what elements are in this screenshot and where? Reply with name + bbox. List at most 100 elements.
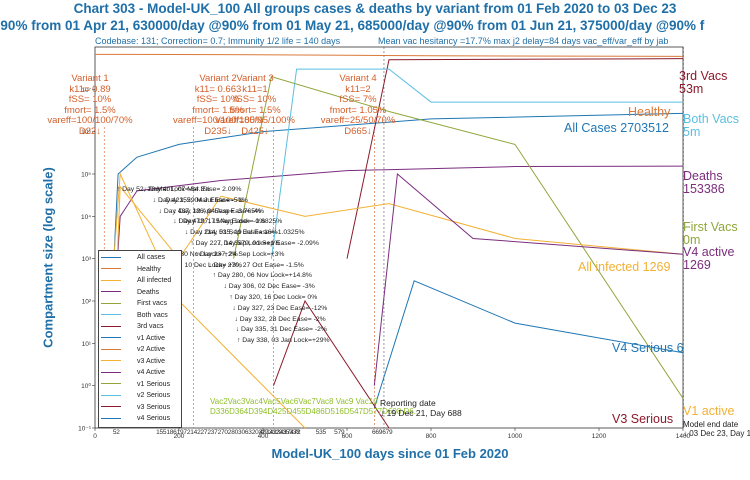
legend-label: v3 Active: [137, 357, 166, 365]
variant-day: D235↓: [204, 125, 232, 137]
end-label-v3serious: V3 Serious: [612, 412, 674, 426]
variant-header: Variant 4: [339, 73, 377, 84]
legend-label: v3 Serious: [137, 403, 171, 411]
y-tick-label: 10⁰: [81, 382, 91, 390]
variant-fss: fSS= 10%: [196, 94, 240, 105]
variant-header: Variant 1: [71, 73, 109, 84]
variant-vareff: vareff=85/95/100%: [215, 115, 295, 126]
x-tick-label: 400: [258, 433, 269, 440]
legend-swatch: [101, 291, 121, 293]
bottom-day-tick: 401423437472: [259, 429, 301, 436]
event-annotation: ↑ Day 679, 10 Dec Lock= +3%: [150, 261, 242, 269]
event-annotation: ↑ Day 237, 24 Sep Lock=+3%: [194, 250, 285, 258]
chart-title: Chart 303 - Model-UK_100 All groups case…: [73, 1, 677, 16]
x-tick-label: 1200: [592, 433, 607, 440]
model-end-value: ↓ 03 Dec 23, Day 1401: [683, 429, 750, 438]
bottom-day-tick: 669679: [371, 429, 393, 436]
series-healthy: [94, 53, 684, 57]
legend-item: v1 Active: [101, 334, 165, 344]
legend-item: 3rd vacs: [101, 322, 163, 332]
legend-label: v4 Active: [137, 369, 166, 376]
legend-swatch: [101, 279, 121, 281]
legend-swatch: [101, 314, 121, 316]
reporting-date-value: ↓ 19 Dec 21, Day 688: [380, 408, 462, 418]
legend-item: All infected: [101, 276, 171, 286]
legend-swatch: [101, 325, 121, 327]
event-annotation: ↓ Day 335, 31 Dec Ease= -2%: [235, 326, 327, 334]
variant-label-1: Variant 1 k11= 0.89 fSS= 10% fmort= 1.5% var…: [45, 73, 135, 137]
y-tick-label: 10⁻¹: [78, 426, 92, 433]
variant-label-3: Variant 3 k11=1 fSS= 10% fmort= 1.5% vareff=…: [210, 73, 300, 137]
y-tick-label: 10⁵: [81, 172, 91, 179]
legend-label: 3rd vacs: [137, 323, 164, 330]
legend-label: First vacs: [137, 300, 167, 307]
end-label-third: 3rd Vacs 53m: [679, 69, 728, 96]
series-v4-active: [373, 173, 684, 386]
series-all-cases: [102, 112, 684, 386]
series-all-infected: [111, 185, 684, 386]
variant-header: Variant 2: [199, 73, 237, 84]
legend-swatch: [101, 406, 121, 408]
legend-swatch: [101, 256, 121, 258]
series-third-vacs: [346, 58, 684, 259]
event-annotation: ↑ Day 669, 30 Nov Lock= +2%: [145, 250, 238, 258]
legend-swatch: [101, 337, 121, 339]
end-label-v4serious: V4 Serious 6: [612, 341, 684, 355]
chart-legend: All cases Healthy All infected Deaths First …: [98, 250, 182, 428]
bottom-day-tick: 1551861972142272372702803063203273323353…: [156, 429, 300, 436]
x-tick-label: 0: [93, 433, 97, 440]
x-tick-label: 800: [426, 433, 437, 440]
legend-swatch: [101, 394, 121, 396]
variant-day: D425↓: [241, 125, 269, 137]
legend-label: Both vacs: [137, 311, 168, 319]
legend-item: v1 Serious: [101, 380, 170, 390]
y-tick-label: 10⁶: [81, 129, 91, 136]
event-annotation: ↑ Day 338, 03 Jan Lock=+29%: [236, 337, 330, 345]
legend-label: Deaths: [137, 288, 160, 296]
end-label-allcases: All Cases 2703512: [564, 121, 669, 135]
legend-label: v2 Serious: [137, 392, 171, 399]
legend-label: Healthy: [137, 265, 161, 273]
legend-item: v3 Active: [101, 357, 165, 367]
vac-markers-row1: Vac2Vac3Vac4Vac5Vac6Vac7Vac8 Vac9 Vac10: [210, 397, 378, 406]
event-annotation: ↓ Day 401, 07 Mar Ease= 2.09%: [143, 186, 242, 193]
end-label-v4active: V4 active 1269: [683, 245, 735, 272]
event-annotation: ↑ Day 320, 16 Dec Lock= 0%: [229, 294, 318, 301]
variant-k: k11=1: [242, 83, 268, 95]
legend-item: v4 Serious: [101, 414, 170, 424]
event-annotation: ↑ Day 227, 14 Sep Lock=+1%: [190, 240, 281, 247]
event-annotation: ↓ Day 535, 19 Jul Ease= -1.0325%: [199, 229, 305, 237]
event-annotation: ↓ Day 186, 04 Aug Ease= -4%: [173, 207, 264, 215]
event-annotation: ↓ Day 423, 29 Mar Ease= -5%: [152, 196, 244, 204]
end-label-v1active: V1 active: [683, 404, 735, 418]
series-first-vacs: [233, 75, 684, 399]
variant-k: k11= 0.663: [194, 83, 242, 95]
variant-day: D22↓: [78, 125, 102, 137]
variant-k: k11=2: [345, 83, 371, 95]
legend-label: v2 Active: [137, 346, 166, 353]
x-tick-label: 1000: [508, 433, 523, 440]
event-annotation: ↓ Day 306, 02 Dec Ease= -3%: [223, 283, 315, 291]
event-annotation: ↑ Day 52, 23 Mar Lock=-84.3%: [116, 186, 211, 193]
legend-item: v3 Serious: [101, 403, 170, 413]
y-tick-label: 10³: [82, 256, 92, 263]
bottom-day-tick: 579: [334, 429, 345, 436]
codebase-note: Codebase: 131; Correction= 0.7; Immunity…: [95, 36, 341, 46]
reporting-date-label: Reporting date: [380, 398, 436, 408]
y-tick-label: 10⁴: [81, 214, 91, 221]
variant-fss: fSS= 10%: [68, 94, 112, 105]
end-label-bothvacs: Both Vacs 5m: [683, 112, 740, 139]
legend-label: v4 Serious: [137, 415, 171, 422]
legend-swatch: [101, 383, 121, 385]
event-annotation: ↑ Day 197, 15 Aug Lock= 0%: [177, 218, 266, 226]
legend-label: v1 Active: [137, 334, 166, 342]
variant-header: Variant 3: [236, 73, 274, 84]
variant-vareff: vareff=100/100/70%: [47, 115, 133, 126]
x-tick-label: 1400: [676, 433, 691, 440]
legend-item: Both vacs: [101, 311, 168, 321]
legend-label: v1 Serious: [137, 380, 171, 388]
variant-label-4: Variant 4 k11=2 fSS= 7% fmort= 1.05% vareff=…: [313, 73, 403, 137]
legend-swatch: [101, 268, 121, 270]
legend-item: Deaths: [101, 288, 159, 298]
